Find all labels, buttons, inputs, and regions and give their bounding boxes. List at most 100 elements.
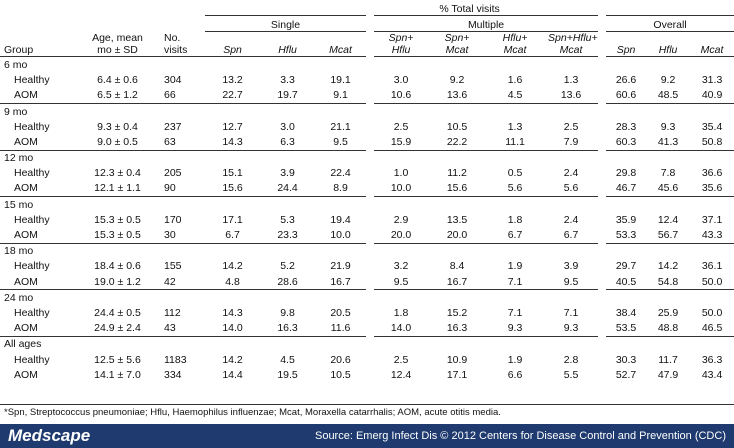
cell: 37.1 <box>701 213 723 226</box>
cell: 12.3 ± 0.4 <box>94 167 141 180</box>
cell: 237 <box>164 120 182 133</box>
cell: 14.4 <box>222 368 243 381</box>
source: Source: Emerg Infect Dis © 2012 Centers … <box>314 430 726 442</box>
cell: 56.7 <box>657 229 679 242</box>
cell: 12.4 <box>366 367 429 383</box>
cell: 9.2 <box>449 74 465 87</box>
cell: 1.9 <box>507 353 523 366</box>
cell: 15.6 <box>446 182 468 195</box>
cell: 12.1 ± 1.1 <box>94 182 141 195</box>
group-header: Overall <box>598 15 734 33</box>
cell: 16.7 <box>446 275 468 288</box>
cell: 29.8 <box>598 165 647 181</box>
group-row: 6 mo <box>0 56 734 73</box>
header-line: Spn+ <box>388 32 414 45</box>
cell: 25.9 <box>657 306 679 319</box>
column-header: Spn <box>598 31 647 58</box>
table-head: % Total visits Single Multiple Overall G… <box>0 0 734 58</box>
cell: 60.3 <box>598 134 647 150</box>
column-header: Spn+ Mcat <box>428 31 487 58</box>
group-row: 12 mo <box>0 149 734 166</box>
cell: 9.3 <box>660 120 676 133</box>
cell: 334 <box>164 368 182 381</box>
header-line: visits <box>164 44 188 57</box>
cell: 43 <box>164 322 176 335</box>
cell: 10.0 <box>366 180 429 197</box>
cell: 15.2 <box>446 306 468 319</box>
cell: 20.5 <box>330 306 351 319</box>
cell: 9.0 ± 0.5 <box>97 135 138 148</box>
cell: 2.4 <box>563 213 579 226</box>
data-row: AOM 14.1 ± 7.0 334 14.4 19.5 10.5 12.4 17.1 6.6 5… <box>0 367 734 383</box>
cell: 14.2 <box>222 260 243 273</box>
cell: 53.5 <box>598 320 647 337</box>
column-header: Hflu <box>646 31 691 58</box>
cell: 21.1 <box>330 120 351 133</box>
cell: 6.7 <box>563 229 579 242</box>
cell: 52.7 <box>598 367 647 383</box>
cell: 5.3 <box>280 213 295 226</box>
data-row: Healthy 6.4 ± 0.6 304 13.2 3.3 19.1 3.0 9.2 1.6 1… <box>0 72 734 88</box>
column-header: No. visits <box>160 31 206 58</box>
cell: 9.3 <box>563 322 579 335</box>
cell: 3.0 <box>366 72 429 88</box>
header-line: mo ± SD <box>97 44 138 57</box>
cell: 10.0 <box>330 229 351 242</box>
cell: 1.9 <box>507 260 523 273</box>
cell: 1.8 <box>366 305 429 321</box>
cell: 16.3 <box>277 322 298 335</box>
data-row: Healthy 12.3 ± 0.4 205 15.1 3.9 22.4 1.0 11.2 0.… <box>0 165 734 181</box>
header-line: Age, mean <box>92 32 143 45</box>
group-label: 9 mo <box>0 102 734 120</box>
cell: 7.9 <box>563 135 579 148</box>
cell: 24.4 <box>277 182 298 195</box>
column-header: Mcat <box>690 31 734 58</box>
column-header: Group <box>0 31 75 58</box>
row-label: Healthy <box>14 213 50 226</box>
cell: 7.1 <box>507 306 523 319</box>
cell: 30 <box>164 229 176 242</box>
cell: 41.3 <box>657 135 679 148</box>
cell: 14.3 <box>222 306 243 319</box>
cell: 10.9 <box>446 353 468 366</box>
cell: 1183 <box>164 353 187 366</box>
cell: 13.6 <box>446 89 468 102</box>
cell: 19.4 <box>330 213 351 226</box>
cell: 48.8 <box>657 322 679 335</box>
cell: 7.1 <box>563 306 579 319</box>
cell: 9.5 <box>563 275 579 288</box>
cell: 10.6 <box>366 87 429 104</box>
cell: 42 <box>164 275 176 288</box>
cell: 1.8 <box>507 213 523 226</box>
row-label: Healthy <box>14 353 50 366</box>
column-header: Mcat <box>315 31 371 58</box>
data-row: AOM 9.0 ± 0.5 63 14.3 6.3 9.5 15.9 22.2 11.1 7.9 6… <box>0 134 734 150</box>
cell: 50.0 <box>701 275 723 288</box>
cell: 22.2 <box>446 135 468 148</box>
cell: 6.6 <box>507 368 523 381</box>
cell: 22.7 <box>222 89 243 102</box>
header-line: Hflu <box>658 44 678 57</box>
cell: 7.1 <box>507 275 523 288</box>
footer-bar: Medscape Source: Emerg Infect Dis © 2012… <box>0 424 734 448</box>
group-row: 24 mo <box>0 289 734 306</box>
cell: 38.4 <box>598 305 647 321</box>
cell: 0.5 <box>507 167 523 180</box>
cell: 155 <box>164 260 182 273</box>
header-row: Group Age, mean mo ± SD No. visits Spn Hflu Mca… <box>0 31 734 58</box>
cell: 14.1 ± 7.0 <box>94 368 141 381</box>
cell: 14.3 <box>222 135 243 148</box>
cell: 15.3 ± 0.5 <box>94 213 141 226</box>
cell: 2.5 <box>366 119 429 135</box>
cell: 2.4 <box>563 167 579 180</box>
cell: 1.0 <box>366 165 429 181</box>
cell: 9.1 <box>333 89 348 102</box>
cell: 19.5 <box>277 368 298 381</box>
cell: 29.7 <box>598 258 647 274</box>
row-label: AOM <box>14 368 38 381</box>
column-header: Hflu+ Mcat <box>486 31 545 58</box>
cell: 13.6 <box>560 89 582 102</box>
cell: 9.3 ± 0.4 <box>97 120 138 133</box>
cell: 9.3 <box>507 322 523 335</box>
group-row: 15 mo <box>0 196 734 213</box>
